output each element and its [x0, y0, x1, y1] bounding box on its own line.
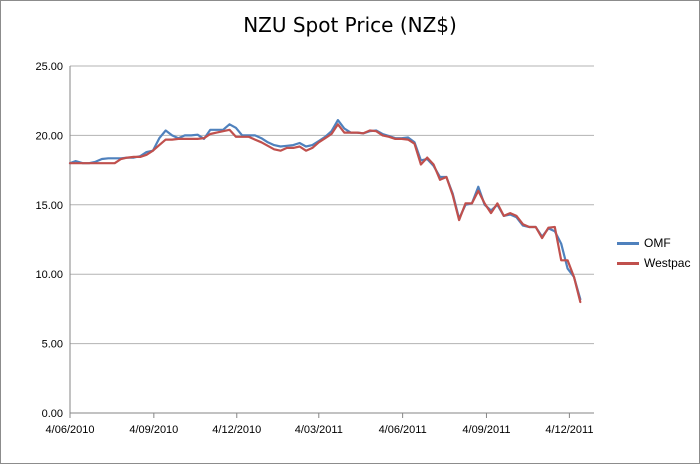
x-tick-label: 4/12/2010 [212, 424, 261, 436]
y-tick-label: 5.00 [42, 339, 63, 351]
x-tick-label: 4/03/2011 [295, 424, 343, 436]
legend-item-omf: OMF [617, 233, 690, 253]
legend-item-westpac: Westpac [617, 253, 690, 273]
chart-title: NZU Spot Price (NZ$) [243, 13, 457, 37]
y-tick-label: 20.00 [35, 130, 63, 142]
y-tick-label: 25.00 [35, 61, 63, 73]
x-tick-label: 4/06/2010 [46, 424, 95, 436]
legend-label-westpac: Westpac [644, 256, 691, 270]
x-tick-label: 4/09/2010 [129, 424, 178, 436]
legend: OMF Westpac [617, 233, 690, 273]
x-tick-label: 4/12/2011 [545, 424, 593, 436]
legend-label-omf: OMF [644, 236, 671, 250]
x-tick-label: 4/06/2011 [379, 424, 427, 436]
y-tick-label: 15.00 [35, 200, 63, 212]
y-tick-label: 0.00 [42, 408, 63, 420]
legend-swatch-westpac [617, 261, 639, 265]
legend-swatch-omf [617, 241, 639, 245]
series-line-westpac [68, 123, 582, 304]
series-line-omf [68, 118, 582, 301]
x-tick-label: 4/09/2011 [462, 424, 510, 436]
y-tick-label: 10.00 [35, 269, 63, 281]
